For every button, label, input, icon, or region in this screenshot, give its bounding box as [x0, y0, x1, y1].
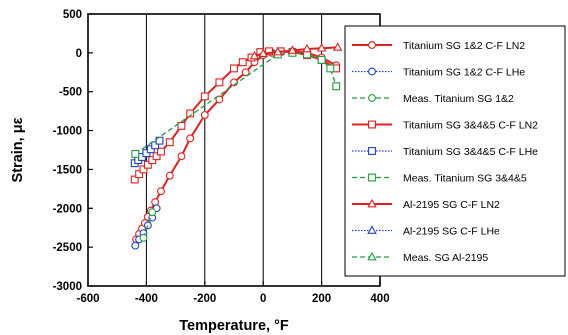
- data-point: [165, 171, 174, 180]
- legend-box: [344, 25, 566, 277]
- y-tick-label: -500: [59, 87, 82, 99]
- data-point: [316, 43, 327, 52]
- legend-entry: Meas. SG Al-2195: [352, 251, 488, 264]
- data-point: [139, 233, 148, 242]
- legend-entry: Titanium SG 1&2 C-F LHe: [352, 67, 525, 79]
- y-tick-label: -2500: [53, 242, 82, 254]
- legend-label: Titanium SG 3&4&5 C-F LHe: [403, 146, 538, 158]
- data-point: [186, 134, 195, 143]
- legend-marker: [368, 94, 376, 102]
- data-point: [155, 136, 164, 145]
- legend-marker: [368, 173, 376, 182]
- y-tick-label: -3000: [53, 281, 82, 293]
- series-2: [139, 208, 157, 242]
- data-point: [302, 43, 312, 53]
- data-point: [273, 46, 283, 56]
- data-point: [200, 111, 209, 119]
- legend-entry: Meas. Titanium SG 1&2: [352, 93, 514, 105]
- legend-label: Meas. SG Al-2195: [403, 252, 488, 264]
- data-point: [215, 78, 224, 87]
- data-point: [249, 50, 260, 60]
- legend-entry: Al-2195 SG C-F LHe: [352, 225, 500, 238]
- x-tick-label: -200: [193, 293, 216, 305]
- legend-label: Titanium SG 1&2 C-F LN2: [403, 40, 525, 52]
- data-point: [241, 68, 250, 77]
- legend-entry: Titanium SG 3&4&5 C-F LN2: [352, 120, 538, 132]
- data-point: [148, 208, 157, 217]
- data-point: [131, 149, 140, 158]
- data-point: [177, 152, 186, 161]
- data-point: [238, 58, 247, 67]
- data-point: [258, 48, 268, 57]
- data-point: [230, 64, 238, 73]
- legend-label: Titanium SG 3&4&5 C-F LN2: [403, 120, 538, 132]
- x-tick-label: 200: [312, 293, 331, 305]
- data-point: [287, 45, 298, 54]
- legend-label: Al-2195 SG C-F LN2: [403, 199, 500, 211]
- y-tick-label: -1500: [53, 164, 82, 176]
- series-4: [130, 136, 164, 168]
- legend-entry: Al-2195 SG C-F LN2: [352, 198, 500, 211]
- axis-ticks: -600 -400 -200 0 200 4005000-500-1000-1500-20…: [53, 9, 390, 305]
- legend: Titanium SG 1&2 C-F LN2 Titanium SG 1&2 C…: [344, 25, 566, 277]
- data-point: [139, 165, 148, 174]
- x-tick-label: 400: [370, 293, 389, 305]
- x-tick-label: -400: [135, 293, 158, 305]
- x-tick-label: -600: [76, 293, 99, 305]
- data-point: [152, 152, 161, 161]
- y-tick-label: -2000: [53, 203, 82, 215]
- series-3: [130, 47, 341, 184]
- legend-entry: Titanium SG 1&2 C-F LN2: [352, 40, 525, 52]
- legend-entry: Meas. Titanium SG 3&4&5: [352, 173, 527, 185]
- legend-marker: [367, 198, 377, 208]
- y-tick-label: 0: [76, 48, 82, 60]
- data-point: [130, 175, 139, 184]
- data-point: [200, 92, 209, 101]
- series-line: [142, 211, 153, 239]
- data-point: [143, 221, 152, 230]
- legend-marker: [368, 120, 376, 129]
- data-point: [135, 170, 144, 179]
- legend-label: Meas. Titanium SG 1&2: [403, 93, 514, 105]
- data-point: [131, 241, 140, 250]
- x-axis-title: Temperature, °F: [179, 318, 289, 334]
- data-point: [177, 121, 186, 130]
- legend-label: Meas. Titanium SG 3&4&5: [403, 173, 527, 185]
- data-point: [326, 64, 335, 73]
- data-point: [317, 55, 326, 64]
- x-tick-label: 0: [260, 293, 266, 305]
- series-0: [132, 47, 341, 244]
- legend-label: Titanium SG 1&2 C-F LHe: [403, 67, 525, 79]
- data-point: [186, 109, 195, 118]
- legend-marker: [367, 225, 377, 234]
- data-point: [157, 187, 165, 196]
- series-6: [249, 42, 343, 60]
- series-layer: [130, 42, 343, 250]
- y-tick-label: 500: [63, 9, 82, 21]
- data-point: [332, 82, 341, 91]
- data-point: [143, 160, 152, 169]
- y-axis-title: Strain, με: [10, 117, 26, 182]
- legend-label: Al-2195 SG C-F LHe: [403, 226, 500, 238]
- data-point: [215, 95, 224, 104]
- legend-marker: [368, 147, 376, 155]
- data-point: [157, 147, 165, 156]
- legend-marker: [368, 41, 376, 49]
- legend-entry: Titanium SG 3&4&5 C-F LHe: [352, 146, 538, 158]
- legend-marker: [368, 67, 376, 76]
- data-point: [165, 138, 174, 147]
- data-point: [265, 47, 273, 56]
- data-point: [332, 42, 343, 51]
- data-point: [151, 141, 160, 150]
- y-tick-label: -1000: [53, 126, 82, 138]
- legend-marker: [367, 251, 377, 261]
